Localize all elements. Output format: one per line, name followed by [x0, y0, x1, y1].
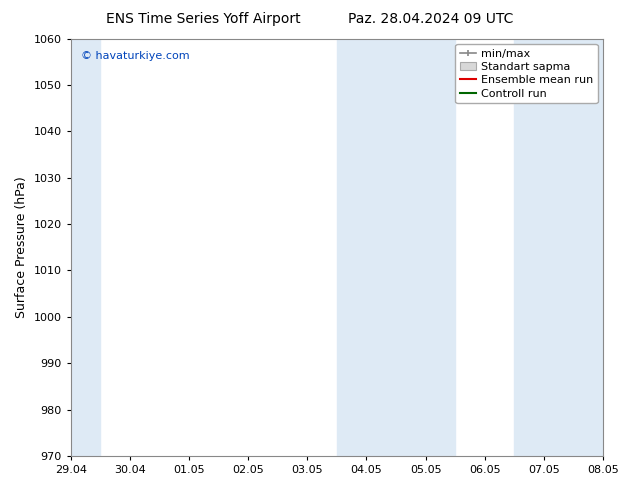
- Bar: [514, 39, 603, 456]
- Bar: [71, 39, 100, 456]
- Legend: min/max, Standart sapma, Ensemble mean run, Controll run: min/max, Standart sapma, Ensemble mean r…: [455, 44, 598, 103]
- Text: ENS Time Series Yoff Airport: ENS Time Series Yoff Airport: [106, 12, 300, 26]
- Text: © havaturkiye.com: © havaturkiye.com: [81, 51, 190, 61]
- Bar: [337, 39, 455, 456]
- Text: Paz. 28.04.2024 09 UTC: Paz. 28.04.2024 09 UTC: [349, 12, 514, 26]
- Y-axis label: Surface Pressure (hPa): Surface Pressure (hPa): [15, 176, 28, 318]
